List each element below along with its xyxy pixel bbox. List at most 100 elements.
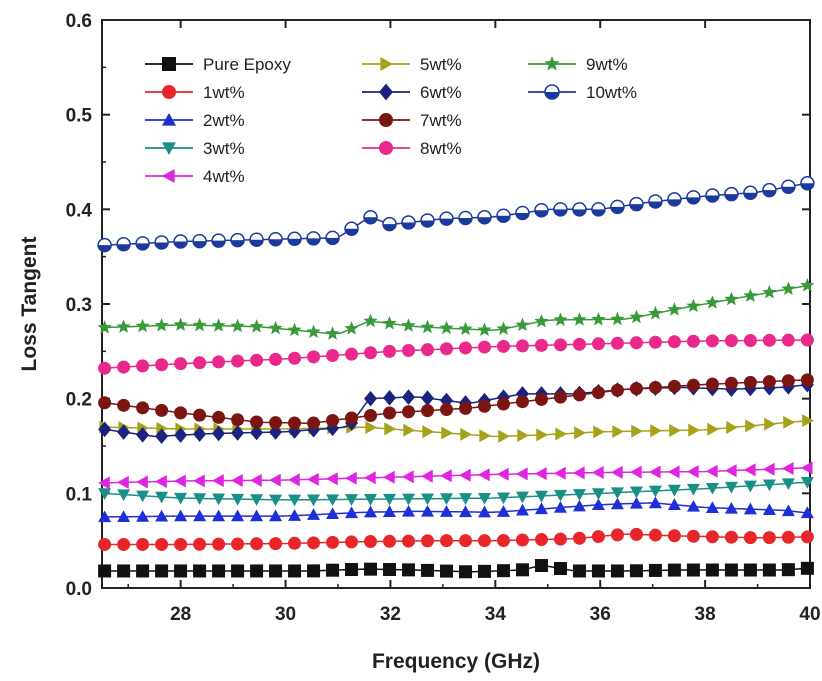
data-point xyxy=(193,537,207,551)
x-tick-label: 36 xyxy=(590,604,611,625)
data-point xyxy=(536,428,548,442)
data-point xyxy=(515,317,530,332)
data-point xyxy=(686,190,701,205)
data-point xyxy=(629,336,643,350)
data-point xyxy=(212,410,226,424)
data-point xyxy=(629,527,643,541)
data-point xyxy=(212,474,224,488)
data-point xyxy=(477,564,491,578)
data-point xyxy=(477,534,491,548)
data-point xyxy=(686,465,699,479)
data-point xyxy=(249,232,264,247)
data-point xyxy=(326,563,340,577)
data-point xyxy=(364,346,378,360)
data-point xyxy=(136,537,150,551)
data-point xyxy=(402,470,414,484)
data-point xyxy=(135,236,150,251)
data-point xyxy=(800,476,814,489)
x-tick-label: 38 xyxy=(695,604,716,625)
data-point xyxy=(496,339,510,353)
series-2 xyxy=(98,496,814,523)
data-point xyxy=(572,337,586,351)
data-point xyxy=(667,498,681,510)
data-point xyxy=(98,476,110,490)
data-point xyxy=(287,231,302,247)
data-point xyxy=(705,501,719,513)
data-point xyxy=(686,334,700,348)
data-point xyxy=(155,491,169,504)
data-point xyxy=(686,378,700,392)
data-point xyxy=(231,413,245,427)
data-point xyxy=(762,462,775,476)
data-point xyxy=(364,409,378,423)
data-point xyxy=(743,480,757,493)
data-point xyxy=(762,333,776,347)
data-point xyxy=(174,357,188,371)
data-point xyxy=(762,479,776,492)
data-point xyxy=(136,510,150,522)
data-point xyxy=(250,415,264,429)
x-axis-title: Frequency (GHz) xyxy=(372,650,540,673)
data-point xyxy=(382,216,397,232)
data-point xyxy=(363,210,378,225)
data-point xyxy=(781,281,796,296)
data-point xyxy=(783,415,795,429)
legend-label: 9wt% xyxy=(586,55,628,74)
data-point xyxy=(458,565,472,579)
data-point xyxy=(344,221,359,237)
data-point xyxy=(364,505,378,518)
data-point xyxy=(154,235,169,250)
data-point xyxy=(724,376,738,390)
data-point xyxy=(781,333,795,347)
data-point xyxy=(326,414,340,428)
data-point xyxy=(117,475,129,489)
series-3 xyxy=(98,476,814,507)
data-point xyxy=(802,414,814,428)
data-point xyxy=(421,404,435,418)
data-point xyxy=(648,335,662,349)
data-point xyxy=(230,232,245,248)
data-point xyxy=(477,492,491,505)
data-point xyxy=(269,564,283,578)
data-point xyxy=(458,505,472,518)
data-point xyxy=(572,564,586,578)
data-point xyxy=(629,196,644,212)
data-point xyxy=(162,113,176,126)
data-point xyxy=(345,535,359,549)
data-point xyxy=(574,426,586,440)
data-point xyxy=(212,564,226,578)
series-1 xyxy=(98,527,814,551)
data-point xyxy=(269,352,283,366)
data-point xyxy=(402,493,416,506)
y-tick-label: 0.2 xyxy=(66,390,92,411)
data-point xyxy=(781,563,795,577)
data-point xyxy=(572,312,587,326)
data-point xyxy=(268,320,283,335)
data-point xyxy=(421,469,433,483)
data-point xyxy=(477,340,491,354)
data-point xyxy=(705,377,719,391)
data-point xyxy=(345,563,359,577)
y-axis-title: Loss Tangent xyxy=(18,237,41,372)
data-point xyxy=(193,356,207,370)
legend-label: 3wt% xyxy=(203,139,245,158)
data-point xyxy=(553,562,567,576)
data-point xyxy=(724,481,738,494)
data-point xyxy=(384,422,397,436)
data-point xyxy=(515,205,530,221)
data-point xyxy=(155,564,169,578)
data-point xyxy=(421,343,435,357)
data-point xyxy=(781,478,795,491)
data-point xyxy=(136,401,150,415)
data-point xyxy=(288,509,302,521)
data-point xyxy=(669,423,681,437)
data-point xyxy=(193,408,207,422)
data-point xyxy=(117,537,131,551)
data-point xyxy=(610,487,624,500)
data-point xyxy=(724,501,738,514)
data-point xyxy=(250,424,264,441)
data-point xyxy=(116,319,131,333)
data-point xyxy=(800,333,814,347)
data-point xyxy=(667,379,681,393)
